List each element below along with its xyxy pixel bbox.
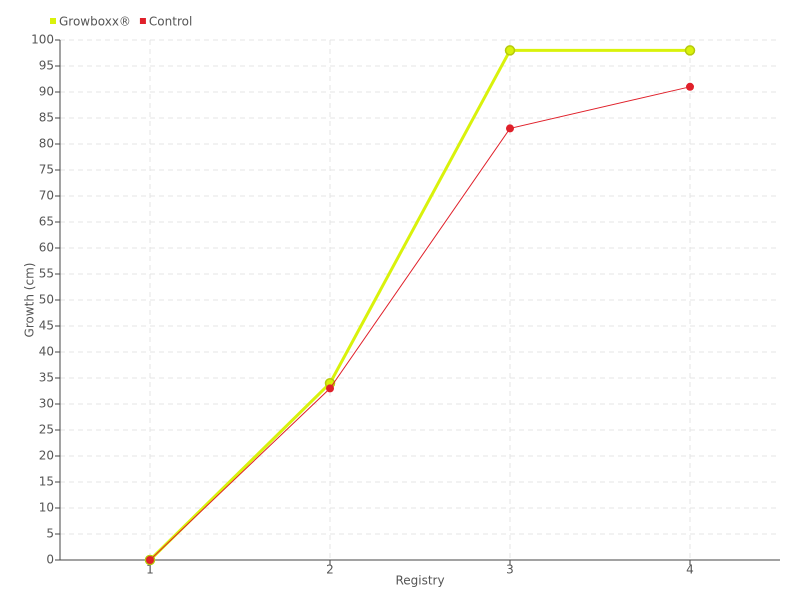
data-point <box>684 45 696 56</box>
y-tick-label: 90 <box>39 85 54 99</box>
y-tick-label: 45 <box>39 319 54 333</box>
y-tick-label: 0 <box>46 553 54 567</box>
y-tick-label: 75 <box>39 163 54 177</box>
legend-label: Growboxx® <box>59 15 131 29</box>
x-tick-label: 3 <box>506 563 514 577</box>
y-tick-label: 65 <box>39 215 54 229</box>
x-tick-label: 1 <box>146 563 154 577</box>
y-tick-label: 85 <box>39 111 54 125</box>
y-tick-label: 10 <box>39 501 54 515</box>
series-line <box>148 48 690 562</box>
legend-label: Control <box>149 15 192 29</box>
series-line <box>149 86 691 561</box>
y-tick-label: 35 <box>39 371 54 385</box>
data-point <box>326 384 334 393</box>
y-tick-label: 80 <box>39 137 54 151</box>
y-tick-label: 5 <box>46 527 54 541</box>
y-tick-label: 100 <box>31 33 54 47</box>
y-tick-label: 55 <box>39 267 54 281</box>
y-tick-label: 60 <box>39 241 54 255</box>
y-tick-label: 95 <box>39 59 54 73</box>
legend-swatch <box>50 18 56 24</box>
y-tick-label: 50 <box>39 293 54 307</box>
data-point <box>504 45 516 56</box>
y-tick-label: 15 <box>39 475 54 489</box>
x-tick-label: 2 <box>326 563 334 577</box>
data-point <box>506 124 514 133</box>
y-tick-label: 20 <box>39 449 54 463</box>
x-axis-label: Registry <box>395 574 444 588</box>
legend-swatch <box>139 18 146 24</box>
y-tick-label: 30 <box>39 397 54 411</box>
data-point <box>686 82 694 91</box>
y-tick-label: 70 <box>39 189 54 203</box>
x-tick-label: 4 <box>686 563 694 577</box>
legend: Growboxx® Control <box>50 15 192 29</box>
y-tick-label: 25 <box>39 423 54 437</box>
y-tick-label: 40 <box>39 345 54 359</box>
y-axis-label: Growth (cm) <box>23 263 37 338</box>
data-point <box>146 556 154 564</box>
